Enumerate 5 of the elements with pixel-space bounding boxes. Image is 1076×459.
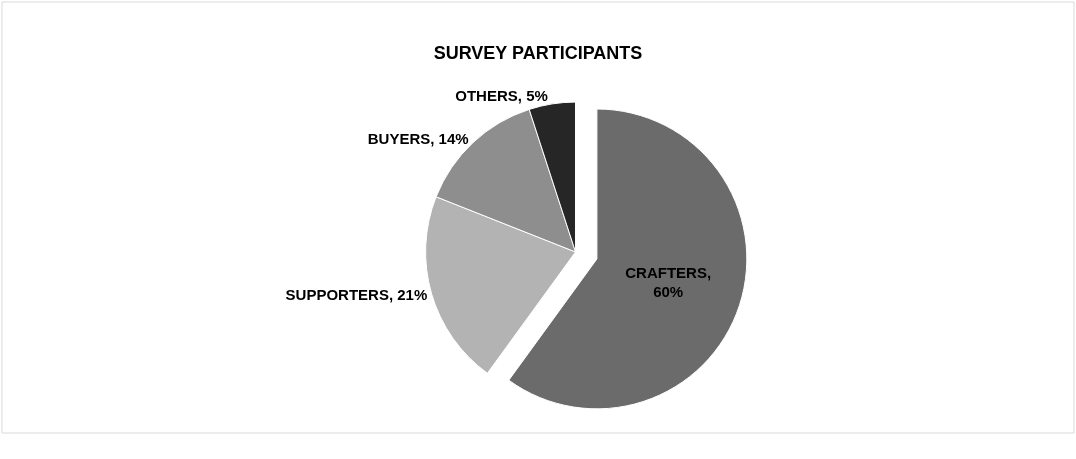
slice-label: SUPPORTERS, 21%	[285, 285, 428, 303]
slice-label: BUYERS, 14%	[367, 129, 469, 147]
slice-label: CRAFTERS, 60%	[625, 263, 712, 301]
chart-title: SURVEY PARTICIPANTS	[433, 42, 643, 63]
slice-label: OTHERS, 5%	[455, 87, 548, 105]
